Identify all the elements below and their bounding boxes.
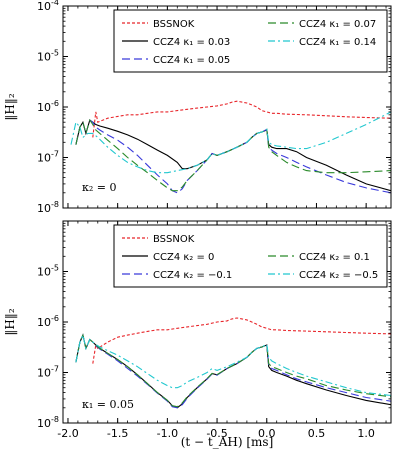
panel-annotation: κ₁ = 0.05: [82, 398, 134, 411]
x-tick-label: -1.5: [107, 427, 128, 440]
legend-label-3: CCZ4 κ₂ = 0.1: [299, 252, 370, 263]
legend-box: [113, 9, 388, 73]
legend: BSSNOK CCZ4 κ₂ = 0 CCZ4 κ₂ = −0.1 CCZ4 κ₂ =…: [113, 224, 388, 288]
legend-label-3: CCZ4 κ₁ = 0.07: [299, 19, 376, 30]
y-axis-label: ‖H‖₂: [3, 93, 17, 120]
series-line-2: [75, 119, 391, 194]
x-axis-label: (t − t_AH) [ms]: [181, 435, 274, 449]
bottom-panel: 10-8 10-7 10-6 10-5 -2.0 -1.5 -1.0 -0.5 0.0 0.5 1.…: [3, 220, 392, 440]
legend-label-4: CCZ4 κ₁ = 0.14: [299, 37, 376, 48]
legend-label-4: CCZ4 κ₂ = −0.5: [299, 270, 378, 281]
series-lines: [75, 317, 391, 409]
y-tick-label: 10-5: [37, 49, 59, 64]
y-tick-label: 10-6: [37, 314, 59, 329]
legend-label-2: CCZ4 κ₁ = 0.05: [153, 55, 230, 66]
x-tick-label: -1.0: [157, 427, 178, 440]
legend-label-1: CCZ4 κ₂ = 0: [153, 252, 214, 263]
series-lines: [70, 100, 391, 194]
x-tick-label: 0.5: [308, 427, 326, 440]
y-tick-label: 10-5: [37, 264, 59, 279]
x-tick-label: 1.0: [357, 427, 375, 440]
y-tick-label: 10-7: [37, 150, 59, 165]
legend: BSSNOK CCZ4 κ₁ = 0.03 CCZ4 κ₁ = 0.05 CCZ4 κ…: [113, 9, 388, 73]
y-tick-label: 10-6: [37, 99, 59, 114]
legend-label-2: CCZ4 κ₂ = −0.1: [153, 270, 232, 281]
x-tick-label: 0.0: [258, 427, 276, 440]
legend-label-0: BSSNOK: [153, 234, 195, 245]
y-tick-label: 10-8: [37, 200, 59, 215]
x-tick-label: -0.5: [206, 427, 227, 440]
legend-box: [113, 224, 388, 288]
y-tick-label: 10-7: [37, 365, 59, 380]
series-line-3: [75, 118, 391, 192]
y-axis-label: ‖H‖₂: [3, 308, 17, 335]
panel-annotation: κ₂ = 0: [82, 181, 117, 194]
series-line-3: [75, 333, 391, 408]
top-panel: 10-8 10-7 10-6 10-5 10-4 ‖H‖₂ κ₂ = 0 BSSNOK CCZ4…: [3, 0, 392, 215]
y-tick-label: 10-8: [37, 415, 59, 430]
series-line-4: [75, 333, 391, 397]
series-line-0: [92, 317, 391, 364]
legend-label-0: BSSNOK: [153, 19, 195, 30]
legend-label-1: CCZ4 κ₁ = 0.03: [153, 37, 230, 48]
x-tick-label: -2.0: [57, 427, 78, 440]
y-tick-label: 10-4: [37, 0, 59, 13]
